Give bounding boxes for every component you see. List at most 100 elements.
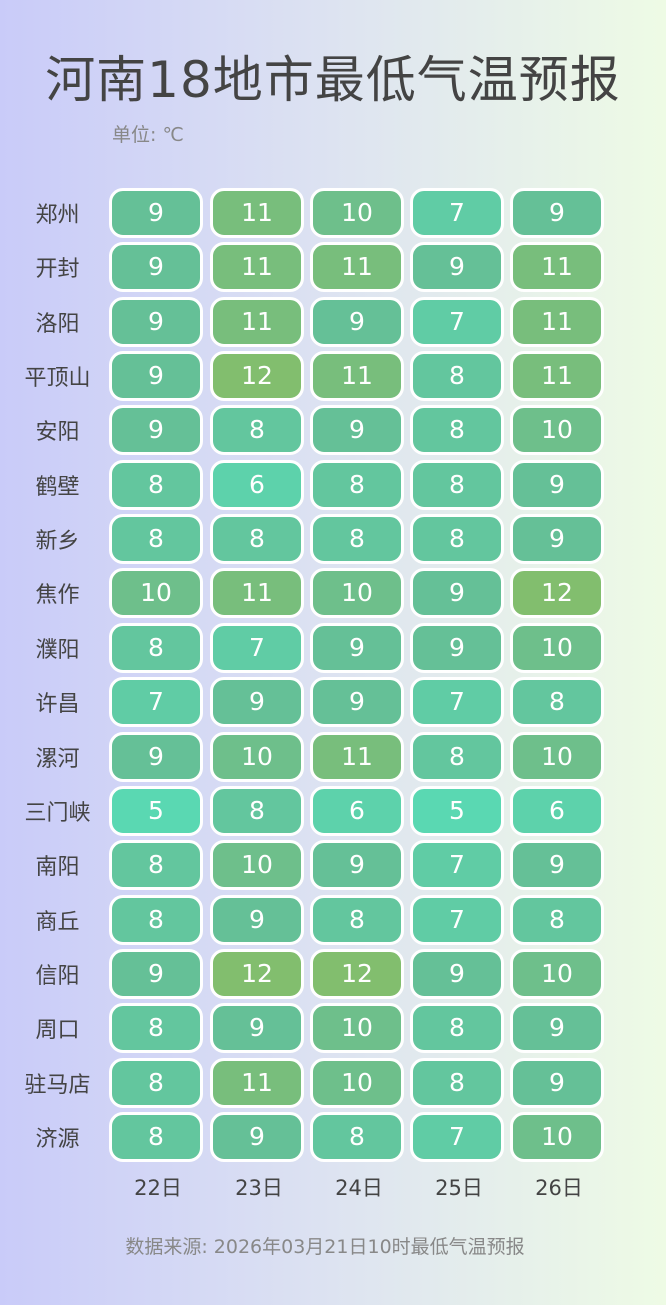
heatmap-cell: 9	[510, 514, 604, 565]
heatmap-cell: 11	[510, 351, 604, 402]
heatmap-cell: 8	[109, 514, 203, 565]
heatmap-cell: 11	[310, 242, 404, 293]
heatmap-cell: 10	[510, 731, 604, 782]
row-label: 许昌	[35, 692, 80, 718]
heatmap-cell: 10	[510, 1111, 604, 1162]
row-label: 三门峡	[24, 800, 91, 826]
heatmap-cell: 10	[510, 622, 604, 673]
row-label: 洛阳	[35, 311, 80, 337]
heatmap-cell: 9	[410, 622, 504, 673]
heatmap-cell: 8	[210, 405, 304, 456]
heatmap-cell: 11	[310, 731, 404, 782]
column-label: 25日	[435, 1176, 483, 1200]
heatmap-cell: 8	[410, 514, 504, 565]
heatmap-cell: 9	[410, 242, 504, 293]
heatmap-cell: 11	[510, 242, 604, 293]
heatmap-cell: 9	[410, 568, 504, 619]
heatmap-cell: 11	[210, 568, 304, 619]
row-label: 鹤壁	[35, 474, 80, 500]
row-label: 濮阳	[35, 637, 80, 663]
heatmap-cell: 7	[210, 622, 304, 673]
heatmap-cell: 7	[410, 296, 504, 347]
heatmap-cell: 10	[210, 731, 304, 782]
heatmap-cell: 6	[510, 785, 604, 836]
heatmap-cell: 7	[410, 1111, 504, 1162]
heatmap-cell: 10	[310, 1057, 404, 1108]
heatmap-cell: 11	[510, 296, 604, 347]
heatmap-cell: 10	[510, 405, 604, 456]
heatmap-cell: 11	[210, 242, 304, 293]
column-label: 22日	[134, 1176, 182, 1200]
heatmap-cell: 8	[310, 514, 404, 565]
chart-title: 河南18地市最低气温预报	[45, 51, 621, 109]
heatmap-cell: 9	[210, 1003, 304, 1054]
row-label: 驻马店	[24, 1072, 91, 1098]
heatmap-cell: 11	[210, 188, 304, 238]
heatmap-cell: 10	[109, 568, 203, 619]
heatmap-cell: 9	[109, 405, 203, 456]
heatmap-cell: 8	[109, 1003, 203, 1054]
heatmap-cell: 10	[310, 188, 404, 238]
heatmap-cell: 9	[410, 948, 504, 999]
heatmap-cell: 9	[310, 296, 404, 347]
row-label: 安阳	[35, 420, 80, 446]
heatmap-cell: 8	[410, 459, 504, 510]
heatmap-cell: 9	[510, 188, 604, 238]
heatmap-cell: 7	[109, 677, 203, 728]
heatmap-cell: 9	[210, 677, 304, 728]
row-label: 郑州	[35, 203, 80, 228]
heatmap-cell: 9	[510, 1057, 604, 1108]
row-label: 周口	[35, 1018, 80, 1044]
heatmap-cell: 9	[109, 296, 203, 347]
heatmap-cell: 9	[310, 622, 404, 673]
row-label: 商丘	[35, 909, 80, 935]
row-label: 焦作	[35, 583, 80, 609]
heatmap-cell: 9	[109, 188, 203, 238]
row-label: 新乡	[35, 529, 80, 555]
heatmap-cell: 8	[210, 514, 304, 565]
heatmap-cell: 9	[510, 840, 604, 891]
heatmap-cell: 12	[210, 948, 304, 999]
heatmap-cell: 10	[510, 948, 604, 999]
heatmap-cell: 8	[410, 1057, 504, 1108]
heatmap-cell: 11	[210, 296, 304, 347]
heatmap-cell: 9	[109, 242, 203, 293]
heatmap-cell: 11	[210, 1057, 304, 1108]
column-label: 24日	[335, 1176, 383, 1200]
heatmap-cell: 8	[109, 894, 203, 945]
heatmap-cell: 5	[109, 785, 203, 836]
row-label: 济源	[35, 1126, 80, 1152]
data-source: 数据来源: 2026年03月21日10时最低气温预报	[125, 1236, 525, 1258]
heatmap-cell: 8	[310, 894, 404, 945]
heatmap-cell: 8	[109, 622, 203, 673]
heatmap-cell: 12	[510, 568, 604, 619]
heatmap-cell: 7	[410, 188, 504, 238]
column-label: 26日	[535, 1176, 583, 1200]
heatmap-cell: 9	[109, 351, 203, 402]
heatmap-cell: 9	[310, 677, 404, 728]
row-label: 信阳	[35, 963, 80, 989]
heatmap-cell: 8	[210, 785, 304, 836]
heatmap-cell: 8	[410, 731, 504, 782]
heatmap-cell: 8	[109, 1111, 203, 1162]
heatmap-cell: 10	[310, 1003, 404, 1054]
unit-label: 单位: ℃	[112, 124, 184, 146]
heatmap-cell: 10	[210, 840, 304, 891]
heatmap-cell: 11	[310, 351, 404, 402]
row-label: 开封	[35, 257, 80, 283]
heatmap-cell: 5	[410, 785, 504, 836]
heatmap-cell: 9	[210, 894, 304, 945]
heatmap-cell: 6	[210, 459, 304, 510]
heatmap-cell: 9	[210, 1111, 304, 1162]
heatmap-cell: 7	[410, 840, 504, 891]
heatmap-cell: 9	[109, 731, 203, 782]
column-label: 23日	[235, 1176, 283, 1200]
heatmap-cell: 9	[310, 840, 404, 891]
heatmap-cell: 8	[410, 405, 504, 456]
heatmap-cell: 9	[510, 459, 604, 510]
heatmap-cell: 8	[410, 1003, 504, 1054]
heatmap-cell: 8	[109, 459, 203, 510]
heatmap-cell: 7	[410, 677, 504, 728]
row-label: 平顶山	[24, 366, 91, 392]
heatmap-cell: 8	[510, 894, 604, 945]
